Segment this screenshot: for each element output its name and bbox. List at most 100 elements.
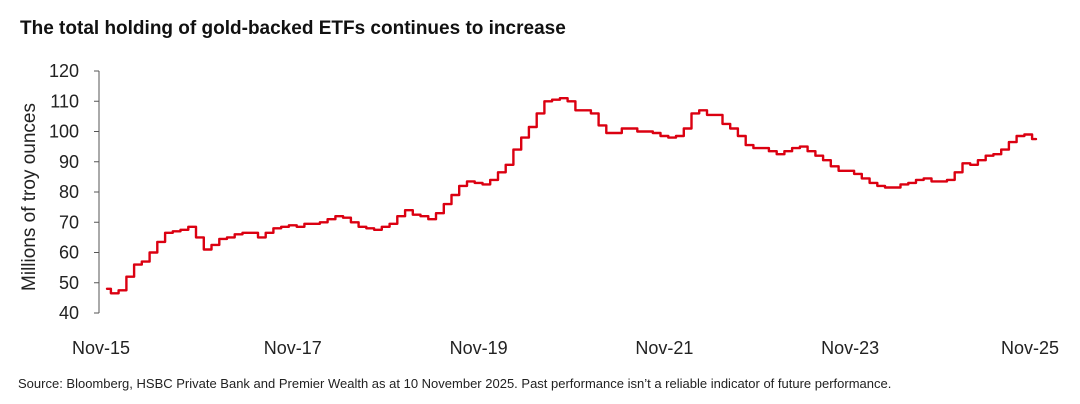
data-point [771, 150, 774, 153]
y-tick-label: 90 [59, 152, 79, 172]
data-point [663, 135, 666, 137]
y-tick-label: 60 [59, 243, 79, 263]
data-point [617, 132, 619, 134]
source-note: Source: Bloomberg, HSBC Private Bank and… [18, 376, 892, 391]
y-tick-label: 70 [59, 212, 79, 232]
data-point [284, 225, 286, 228]
data-point [702, 109, 704, 112]
data-point [500, 171, 503, 174]
data-point [857, 173, 859, 175]
data-point [516, 148, 519, 151]
data-point [493, 179, 495, 181]
data-point [175, 230, 178, 233]
data-point [810, 150, 813, 153]
data-point [168, 231, 170, 234]
data-point [431, 218, 433, 221]
data-point [222, 238, 225, 240]
data-point [439, 212, 441, 215]
data-point [307, 222, 310, 225]
data-point [152, 251, 155, 254]
data-point [531, 126, 534, 128]
data-point [965, 162, 968, 165]
data-point [725, 123, 728, 125]
data-point [477, 182, 480, 184]
x-tick-label: Nov-23 [821, 338, 879, 358]
data-point [973, 163, 975, 166]
data-point [377, 228, 379, 231]
y-tick-label: 100 [49, 122, 79, 142]
data-point [338, 215, 341, 218]
data-point [957, 171, 960, 174]
data-point [260, 236, 263, 239]
data-point [710, 114, 712, 116]
data-point [802, 145, 805, 148]
data-point [578, 109, 581, 112]
data-point [361, 225, 364, 228]
data-point [593, 112, 596, 115]
data-point [570, 100, 573, 103]
data-point [160, 241, 163, 243]
y-tick-label: 40 [59, 303, 79, 323]
data-point [764, 147, 766, 150]
data-point [485, 183, 488, 186]
data-point [508, 163, 511, 166]
y-tick-label: 120 [49, 61, 79, 81]
data-point [601, 124, 604, 127]
data-point [818, 154, 821, 157]
data-point [245, 231, 248, 234]
data-point [454, 194, 457, 196]
data-point [346, 216, 348, 219]
data-point [942, 180, 944, 183]
data-point [462, 185, 464, 187]
data-point [470, 180, 472, 183]
data-point [996, 153, 999, 156]
series-line [105, 97, 1038, 295]
data-point [322, 221, 325, 224]
data-point [423, 215, 426, 218]
x-axis: Nov-15 Nov-17 Nov-19 Nov-21 Nov-23 Nov-25 [72, 338, 1059, 358]
data-point [524, 136, 526, 139]
data-point [686, 127, 689, 130]
data-point [408, 209, 410, 212]
data-point [632, 127, 635, 130]
x-tick-label: Nov-21 [635, 338, 693, 358]
data-point [562, 97, 565, 100]
data-point [586, 109, 588, 112]
data-point [787, 150, 790, 153]
data-point [903, 183, 906, 186]
data-point [539, 112, 542, 115]
y-tick-label: 50 [59, 273, 79, 293]
data-point [291, 224, 294, 227]
data-point [733, 127, 735, 130]
x-tick-label: Nov-25 [1001, 338, 1059, 358]
data-point [121, 289, 124, 292]
data-point [980, 159, 983, 162]
data-point [1004, 148, 1006, 151]
data-point [655, 132, 658, 134]
x-tick-label: Nov-19 [450, 338, 508, 358]
data-point [137, 263, 139, 266]
data-point [191, 225, 194, 228]
x-tick-label: Nov-17 [264, 338, 322, 358]
data-point [841, 169, 844, 172]
data-point [740, 135, 743, 137]
data-point [106, 287, 108, 290]
data-point [911, 182, 913, 184]
data-point [330, 218, 333, 221]
data-point [1011, 141, 1014, 144]
data-point [299, 225, 302, 228]
data-point [624, 127, 627, 130]
data-point [384, 225, 387, 228]
data-point [392, 222, 395, 225]
data-point [1035, 138, 1037, 141]
data-point [400, 215, 403, 218]
data-point [919, 179, 921, 181]
data-point [276, 227, 279, 230]
data-point [230, 236, 232, 239]
data-point [253, 231, 256, 234]
data-point [756, 147, 759, 150]
data-point [206, 248, 209, 251]
data-point [934, 180, 937, 183]
data-point [748, 144, 751, 147]
